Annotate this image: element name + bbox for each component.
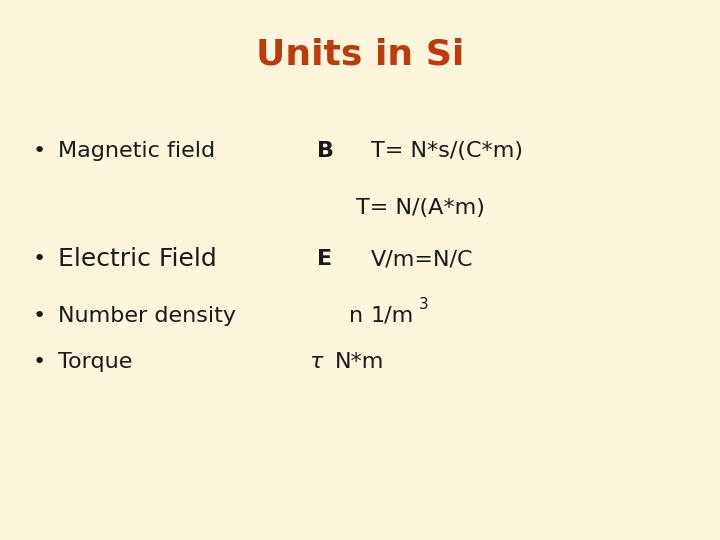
Text: n: n	[349, 306, 364, 326]
Text: 3: 3	[418, 296, 428, 312]
Text: B: B	[317, 141, 334, 161]
Text: •: •	[33, 306, 46, 326]
Text: T= N*s/(C*m): T= N*s/(C*m)	[371, 141, 523, 161]
Text: Number density: Number density	[58, 306, 235, 326]
Text: •: •	[33, 141, 46, 161]
Text: Electric Field: Electric Field	[58, 247, 216, 271]
Text: τ: τ	[310, 352, 323, 372]
Text: •: •	[33, 352, 46, 372]
Text: Units in Si: Units in Si	[256, 38, 464, 72]
Text: V/m=N/C: V/m=N/C	[371, 249, 473, 269]
Text: E: E	[317, 249, 332, 269]
Text: N*m: N*m	[335, 352, 384, 372]
Text: T= N/(A*m): T= N/(A*m)	[356, 198, 485, 218]
Text: 1/m: 1/m	[371, 306, 414, 326]
Text: Torque: Torque	[58, 352, 132, 372]
Text: Magnetic field: Magnetic field	[58, 141, 215, 161]
Text: •: •	[33, 249, 46, 269]
